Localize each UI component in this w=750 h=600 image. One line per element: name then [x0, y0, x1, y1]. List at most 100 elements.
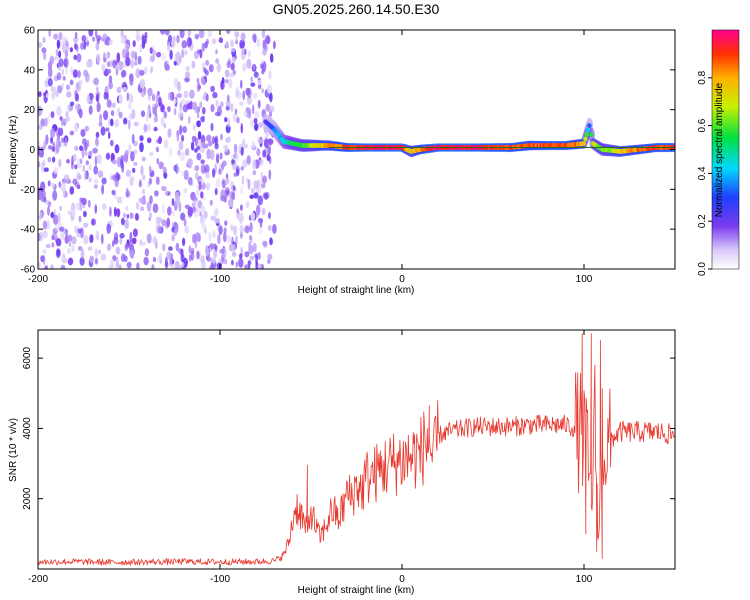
noise-blob — [167, 91, 173, 101]
snr-ticks: -200 -100 0 100 2000 4000 6000 — [22, 330, 675, 585]
noise-blob — [141, 156, 146, 162]
noise-blob — [62, 75, 66, 81]
noise-blob — [268, 169, 272, 180]
noise-blob — [253, 192, 259, 199]
noise-blob — [224, 187, 230, 195]
noise-blob — [211, 136, 215, 145]
noise-blob — [227, 117, 231, 128]
x-tick-label: -200 — [28, 274, 48, 285]
noise-blob — [214, 218, 220, 224]
noise-blob — [181, 40, 188, 49]
noise-blob — [69, 79, 74, 86]
noise-blob — [196, 185, 200, 197]
noise-blob — [198, 30, 205, 39]
noise-blob — [68, 241, 72, 248]
noise-blob — [249, 255, 255, 261]
noise-blob — [125, 190, 131, 198]
noise-blob — [171, 264, 176, 269]
noise-blob — [50, 111, 55, 119]
noise-blob — [241, 175, 245, 186]
noise-blob — [73, 36, 79, 44]
noise-blob — [101, 65, 106, 72]
noise-blob — [73, 72, 78, 78]
noise-blob — [91, 36, 96, 42]
noise-blob — [197, 200, 203, 209]
noise-blob — [173, 108, 177, 116]
noise-blob — [214, 137, 218, 143]
noise-blob — [239, 101, 244, 106]
noise-blob — [77, 70, 81, 79]
noise-blob — [268, 70, 272, 80]
noise-blob — [52, 86, 57, 96]
noise-blob — [44, 117, 48, 127]
colorbar-tick-label: 0.6 — [697, 118, 708, 132]
noise-blob — [200, 191, 204, 199]
noise-blob — [49, 264, 54, 269]
noise-blob — [174, 52, 180, 63]
noise-blob — [60, 231, 65, 241]
noise-blob — [144, 248, 150, 257]
noise-blob — [121, 69, 127, 78]
noise-blob — [183, 218, 187, 227]
noise-blob — [63, 174, 70, 182]
ridge-point — [589, 132, 594, 138]
noise-blob — [221, 77, 225, 84]
noise-blob — [57, 212, 61, 223]
noise-blob — [101, 233, 104, 245]
noise-blob — [208, 64, 214, 73]
noise-blob — [135, 68, 141, 79]
noise-blob — [230, 103, 234, 112]
noise-blob — [124, 243, 130, 249]
y-tick-label: 0 — [29, 145, 35, 156]
noise-blob — [74, 225, 77, 233]
noise-blob — [151, 263, 155, 269]
noise-blob — [197, 130, 202, 140]
x-tick-label: -200 — [28, 574, 48, 585]
noise-blob — [254, 123, 259, 131]
noise-blob — [116, 52, 121, 63]
noise-blob — [209, 149, 215, 161]
noise-blob — [261, 88, 265, 94]
noise-blob — [140, 165, 144, 176]
noise-blob — [38, 105, 43, 116]
noise-blob — [149, 47, 153, 54]
noise-blob — [207, 140, 213, 147]
noise-blob — [121, 48, 127, 59]
noise-blob — [180, 212, 186, 221]
noise-blob — [206, 148, 211, 160]
noise-blob — [103, 110, 109, 121]
noise-blob — [214, 188, 218, 196]
noise-blob — [193, 124, 196, 131]
noise-blob — [154, 190, 159, 197]
noise-blob — [199, 101, 203, 109]
noise-blob — [109, 139, 114, 147]
noise-blob — [66, 91, 72, 98]
y-tick-label: -40 — [21, 225, 36, 236]
noise-blob — [58, 50, 62, 59]
noise-blob — [74, 145, 79, 151]
noise-blob — [110, 258, 115, 267]
noise-blob — [216, 262, 223, 269]
noise-blob — [215, 153, 220, 164]
noise-blob — [251, 104, 255, 115]
noise-blob — [196, 250, 200, 260]
noise-blob — [224, 144, 229, 153]
noise-blob — [74, 31, 78, 39]
noise-blob — [104, 39, 107, 45]
noise-blob — [221, 179, 226, 189]
noise-blob — [198, 180, 202, 191]
y-tick-label: -60 — [21, 265, 36, 276]
noise-blob — [160, 116, 165, 127]
noise-blob — [235, 165, 240, 175]
noise-blob — [262, 240, 268, 247]
noise-blob — [149, 55, 155, 63]
noise-blob — [189, 89, 195, 99]
noise-blob — [177, 149, 181, 156]
noise-blob — [199, 49, 203, 59]
noise-blob — [106, 68, 112, 74]
noise-blob — [38, 42, 43, 48]
noise-blob — [205, 172, 210, 179]
noise-blob — [81, 148, 85, 159]
noise-blob — [69, 101, 75, 107]
